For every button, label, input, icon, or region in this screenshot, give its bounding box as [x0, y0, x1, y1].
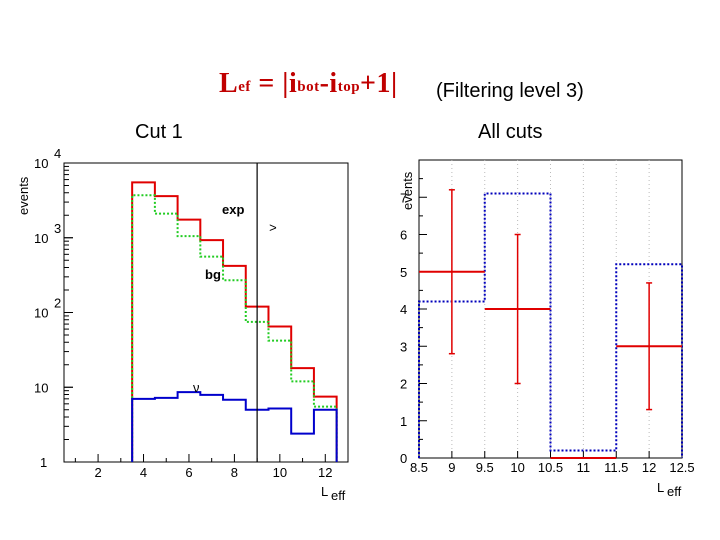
left-plot-frame	[63, 162, 349, 463]
right-x-tick-label: 10	[510, 460, 524, 475]
left-x-axis-label: L	[321, 484, 328, 499]
left-y-tick-label: 10	[34, 231, 48, 246]
left-annotation-bg: bg	[205, 267, 221, 282]
left-y-tick-exponent: 4	[54, 146, 61, 161]
left-series-nu-line	[131, 391, 338, 462]
left-x-tick-label: 6	[185, 465, 192, 480]
left-y-tick-label: 10	[34, 306, 48, 321]
right-y-tick-label: 6	[400, 228, 407, 243]
right-x-tick-label: 12	[642, 460, 656, 475]
left-x-tick-label: 8	[231, 465, 238, 480]
right-y-tick-label: 5	[400, 265, 407, 280]
right-chart-title: All cuts	[478, 121, 543, 143]
right-x-tick-label: 8.5	[410, 460, 428, 475]
right-y-tick-label: 3	[400, 339, 407, 354]
left-y-tick-label: 10	[34, 380, 48, 395]
right-y-tick-label: 2	[400, 377, 407, 392]
right-y-tick-label: 7	[400, 190, 407, 205]
left-x-tick-label: 4	[140, 465, 147, 480]
right-y-tick-label: 4	[400, 302, 407, 317]
right-x-tick-label: 11	[577, 460, 591, 475]
left-annotation-exp: exp	[222, 202, 244, 217]
left-y-axis-label: events	[16, 176, 31, 215]
left-x-tick-label: 10	[273, 465, 287, 480]
left-y-tick-exponent: 2	[54, 296, 61, 311]
left-annotation-nu: ν	[193, 380, 200, 395]
subtitle: (Filtering level 3)	[436, 80, 584, 102]
right-y-axis-label: events	[400, 171, 415, 210]
left-series-exp-line	[131, 181, 338, 462]
left-x-axis-label-sub: eff	[331, 488, 346, 503]
right-x-tick-label: 11.5	[604, 460, 628, 475]
left-y-tick-label: 10	[34, 156, 48, 171]
right-y-tick-label: 0	[400, 451, 407, 466]
right-x-axis-label-sub: eff	[667, 484, 682, 499]
left-x-tick-label: 2	[94, 465, 101, 480]
right-x-tick-label: 9	[448, 460, 455, 475]
right-x-tick-label: 12.5	[669, 460, 694, 475]
left-series-bg-line	[131, 194, 338, 462]
left-chart-title: Cut 1	[135, 121, 183, 143]
left-y-tick-label: 1	[40, 455, 47, 470]
right-x-tick-label: 9.5	[476, 460, 494, 475]
left-cut-arrow: >	[269, 220, 277, 235]
right-x-axis-label: L	[657, 480, 664, 495]
right-y-tick-label: 1	[400, 414, 407, 429]
right-series-mc-line	[418, 192, 683, 458]
main-title: Lef = |ibot-itop+1|	[219, 68, 398, 99]
left-x-tick-label: 12	[318, 465, 332, 480]
left-y-tick-exponent: 3	[54, 221, 61, 236]
right-x-tick-label: 10.5	[538, 460, 563, 475]
